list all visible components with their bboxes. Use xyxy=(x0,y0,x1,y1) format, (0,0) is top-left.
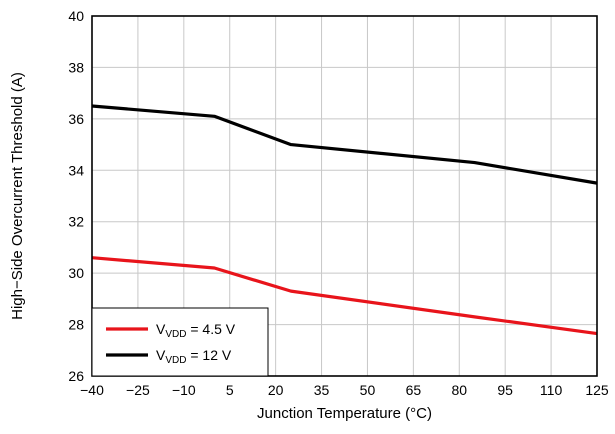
legend: VVDD = 4.5 V VVDD = 12 V xyxy=(91,307,269,377)
legend-label-2: VVDD = 12 V xyxy=(156,347,232,366)
y-tick-label: 30 xyxy=(68,265,84,281)
x-tick-label: 20 xyxy=(268,382,284,398)
x-tick-label: −10 xyxy=(172,382,196,398)
y-tick-label: 36 xyxy=(68,111,84,127)
x-tick-label: 5 xyxy=(226,382,234,398)
x-tick-label: 80 xyxy=(451,382,467,398)
x-tick-label: 50 xyxy=(360,382,376,398)
y-tick-label: 28 xyxy=(68,317,84,333)
y-tick-label: 38 xyxy=(68,59,84,75)
x-tick-label: 95 xyxy=(497,382,513,398)
series-line-1 xyxy=(91,256,598,336)
x-tick-label: 65 xyxy=(406,382,422,398)
plot-frame xyxy=(91,15,598,377)
y-tick-label: 32 xyxy=(68,214,84,230)
tick-layer: −40 −25 −10 5 20 35 50 65 80 95 110 125 26 28 30 32 34 36… xyxy=(68,8,608,398)
series-line-2 xyxy=(91,104,598,185)
x-tick-label: 35 xyxy=(314,382,330,398)
y-axis-label: High−Side Overcurrent Threshold (A) xyxy=(9,72,26,320)
x-tick-label: 110 xyxy=(540,382,563,398)
y-tick-label: 34 xyxy=(68,162,84,178)
x-tick-label: −25 xyxy=(126,382,150,398)
x-tick-label: 125 xyxy=(585,382,609,398)
y-tick-label: 26 xyxy=(68,368,84,384)
x-axis-label: Junction Temperature (°C) xyxy=(257,405,432,422)
y-tick-label: 40 xyxy=(68,8,84,24)
legend-label-1: VVDD = 4.5 V xyxy=(156,321,236,340)
legend-box xyxy=(91,307,269,377)
x-tick-label: −40 xyxy=(80,382,104,398)
series-layer xyxy=(91,104,598,336)
